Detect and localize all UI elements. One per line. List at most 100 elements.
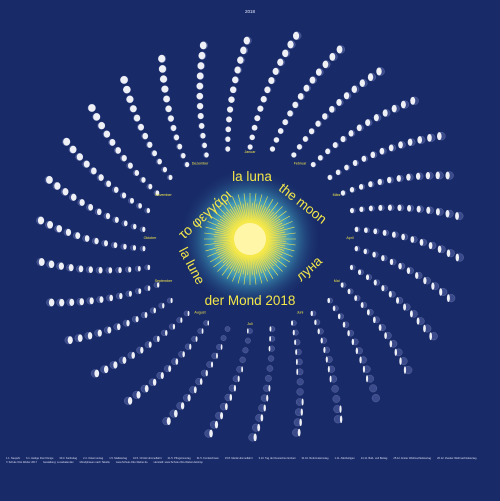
moon-phase-marker [260, 95, 268, 103]
moon-phase-marker [351, 338, 359, 346]
moon-phase-marker [303, 84, 311, 92]
sun-ray [219, 218, 239, 232]
moon-phase-marker [295, 408, 303, 416]
holiday-item: 10.5. Christi Himmelfahrt [133, 457, 162, 460]
moon-phase-marker [201, 142, 208, 149]
sun-ray [261, 245, 290, 263]
moon-phase-marker [114, 147, 121, 154]
moon-phase-marker [349, 207, 356, 214]
moon-phase-marker [196, 72, 205, 80]
moon-phase-marker [357, 269, 364, 275]
moon-phase-marker [368, 181, 375, 188]
moon-phase-marker [373, 228, 380, 235]
moon-phase-marker [396, 297, 404, 304]
moon-phase-marker [245, 337, 251, 344]
moon-phase-marker [351, 85, 360, 94]
sun-ray [229, 208, 243, 228]
moon-phase-marker [327, 297, 333, 304]
moon-phase-marker [144, 285, 151, 292]
sun-ray [257, 250, 271, 270]
moon-phase-marker [265, 375, 272, 382]
moon-phase-marker [225, 126, 232, 133]
sun-ray [260, 247, 287, 268]
moon-phase-marker [232, 375, 240, 383]
moon-phase-marker [224, 393, 233, 401]
moon-phase-marker [349, 264, 356, 271]
sun-ray [207, 221, 238, 234]
moon-phase-marker [196, 82, 204, 90]
month-label: Februar [294, 162, 307, 166]
moon-phase-marker [359, 79, 368, 87]
moon-phase-marker [216, 344, 223, 350]
sun-ray [261, 218, 281, 232]
sun-ray [262, 221, 293, 234]
month-label: April [346, 236, 353, 240]
sun-ray [263, 231, 286, 237]
moon-phase-marker [322, 113, 329, 120]
moon-phase-marker [86, 203, 94, 211]
moon-phase-marker [343, 92, 352, 100]
moon-phase-marker [94, 329, 102, 337]
moon-phase-marker [287, 110, 294, 117]
moon-phase-marker [109, 361, 118, 369]
moon-phase-marker [196, 92, 204, 100]
sun-ray [205, 226, 237, 236]
moon-phase-marker [416, 317, 425, 325]
moon-phase-marker [372, 316, 380, 324]
sun-ray [254, 204, 262, 226]
sun-ray [263, 241, 286, 247]
sun-ray [242, 252, 248, 275]
moon-phase-marker [153, 190, 160, 196]
moon-phase-marker [273, 137, 280, 143]
sun-ray [215, 227, 237, 235]
moon-phase-marker [359, 206, 366, 213]
moon-phase-marker [69, 193, 77, 201]
moon-phase-marker [90, 369, 100, 378]
sun-ray [233, 251, 245, 272]
sun-ray [253, 194, 263, 226]
moon-phase-marker [115, 267, 122, 274]
holiday-item: 14.11. Buß- und Bettag [360, 457, 388, 460]
sun-ray [204, 240, 237, 246]
moon-phase-marker [228, 96, 235, 103]
moon-phase-marker [195, 378, 203, 385]
sun-ray [217, 222, 238, 234]
sun-ray-burst [204, 193, 296, 285]
moon-phase-marker [199, 132, 206, 139]
moon-phase-marker [409, 310, 418, 318]
moon-phase-marker [389, 258, 397, 266]
moon-phase-marker [340, 190, 347, 196]
sun-ray [247, 252, 250, 275]
sun-ray [214, 231, 237, 237]
moon-phase-marker [297, 93, 305, 100]
moon-phase-marker [360, 302, 368, 309]
sun-ray [214, 239, 237, 242]
moon-phase-marker [296, 378, 304, 386]
moon-phase-marker [243, 36, 252, 45]
month-label: September [155, 279, 173, 283]
moon-phase-marker [220, 402, 228, 411]
moon-phase-marker [340, 135, 347, 143]
moon-phase-marker [431, 282, 440, 290]
moon-phase-marker [167, 115, 174, 122]
moon-phase-marker [126, 95, 134, 104]
moon-phase-marker [337, 313, 344, 320]
sun-ray [250, 252, 253, 275]
moon-phase-marker [354, 295, 361, 302]
holiday-item: 21.5. Pfingstmontag [167, 457, 191, 460]
sun-ray [232, 196, 245, 227]
month-label: Januar [245, 150, 257, 154]
sun-ray [263, 243, 285, 251]
moon-phase-marker [139, 226, 146, 233]
moon-phase-marker [425, 171, 434, 180]
moon-phase-marker [95, 266, 103, 274]
moon-phase-marker [354, 226, 361, 233]
moon-phase-marker [403, 303, 411, 311]
moon-phase-marker [215, 411, 224, 420]
moon-phase-marker [455, 253, 464, 262]
sun-core [234, 223, 266, 255]
sun-ray [256, 199, 274, 228]
holiday-item: 25.12. Erster Weihnachtsfeiertag [393, 457, 432, 460]
moon-phase-marker [91, 237, 99, 245]
